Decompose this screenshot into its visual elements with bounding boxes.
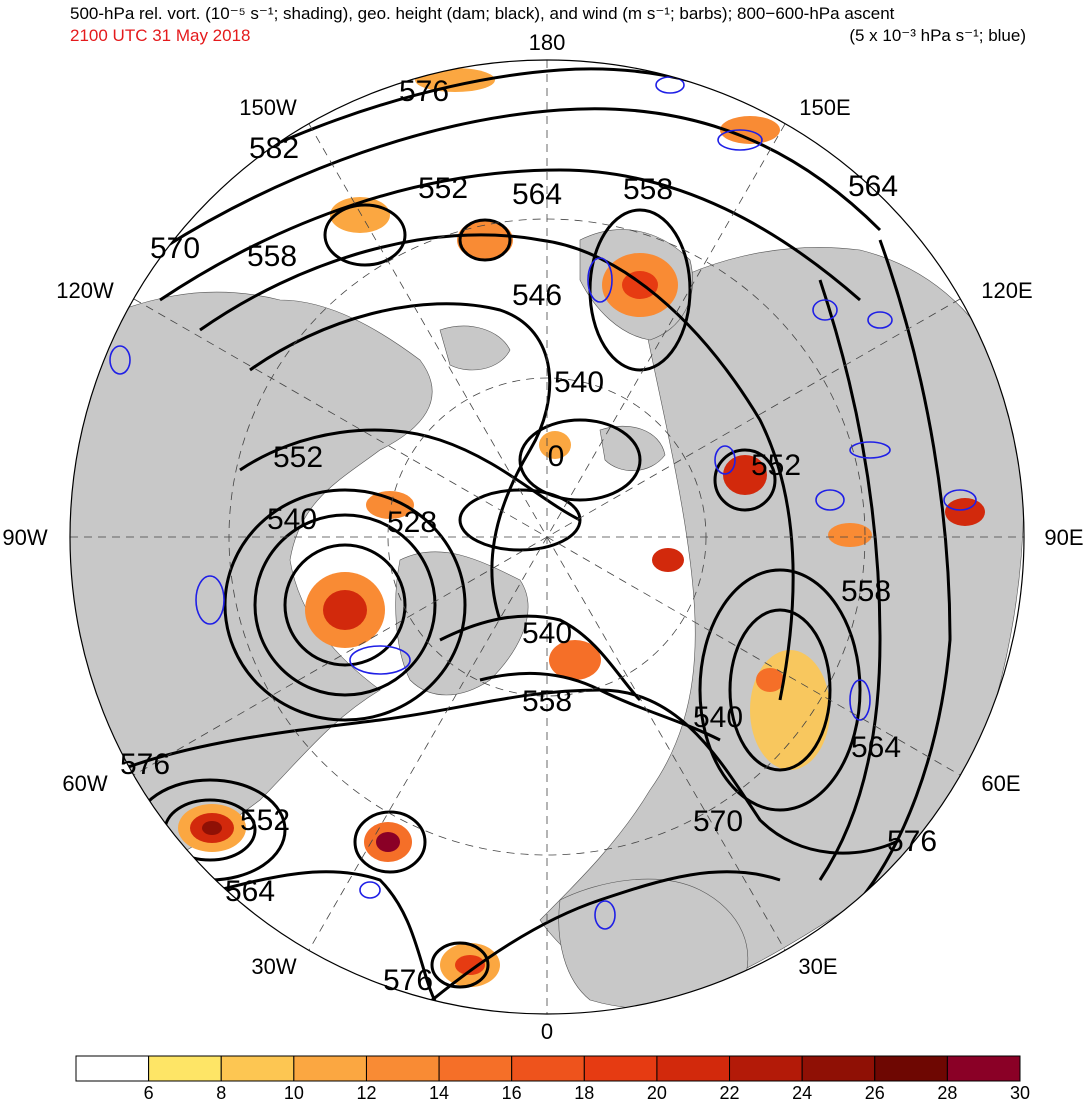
lon-label-60e: 60E [981,771,1021,796]
contour-label: 582 [249,132,299,165]
colorbar-swatch [365,1055,440,1082]
contour-label: 540 [693,701,743,734]
colorbar-swatch [511,1055,585,1082]
contour-label: 564 [225,875,275,908]
lon-label-150e: 150E [799,95,851,120]
contour-label: 558 [623,173,673,206]
colorbar-tick-label: 20 [646,1083,667,1103]
contour-label: 540 [267,503,317,536]
map-title: 500-hPa rel. vort. (10⁻⁵ s⁻¹; shading), … [70,4,895,23]
colorbar [75,1055,1021,1082]
colorbar-swatch [946,1055,1021,1082]
colorbar-tick-label: 16 [501,1083,522,1103]
colorbar-tick-label: 28 [937,1083,958,1103]
colorbar-swatch [801,1055,876,1082]
contour-label: 546 [512,279,562,312]
height-contours [119,67,952,1012]
lon-label-120e: 120E [981,278,1033,303]
colorbar-tick-label: 18 [574,1083,595,1103]
colorbar-tick-label: 8 [216,1083,227,1103]
colorbar-swatch [656,1055,731,1082]
colorbar-swatch [220,1055,295,1082]
colorbar-swatch [583,1055,658,1082]
contour-label: 564 [851,731,901,764]
lon-label-150w: 150W [239,95,297,120]
contour-label: 564 [848,170,898,203]
colorbar-tick-label: 24 [792,1083,813,1103]
contour-label: 558 [247,240,297,273]
ascent-contours [109,76,977,930]
colorbar-swatch [75,1055,150,1082]
colorbar-tick-label: 26 [864,1083,885,1103]
lon-label-90w: 90W [2,525,48,550]
colorbar-tick-label: 10 [283,1083,304,1103]
lon-label-120w: 120W [56,278,114,303]
contour-label: 552 [751,449,801,482]
contour-label: 540 [522,617,572,650]
contour-label: 576 [383,964,433,997]
map-boundary [69,59,1025,1015]
lon-label-90e: 90E [1044,525,1084,550]
contour-label: 570 [150,232,200,265]
contour-label: 528 [387,506,437,539]
contour-label: 576 [120,748,170,781]
colorbar-swatch [438,1055,513,1082]
lon-label-0: 0 [540,1019,554,1044]
lon-label-180: 180 [528,30,566,55]
colorbar-tick-label: 22 [719,1083,740,1103]
colorbar-tick-label: 30 [1009,1083,1031,1103]
land-masses [70,229,1024,1011]
colorbar-tick-label: 14 [429,1083,450,1103]
colorbar-swatch [729,1055,803,1082]
contour-label: 558 [841,575,891,608]
colorbar-tick-label: 6 [143,1083,154,1103]
contour-label: 570 [693,805,743,838]
contour-label: 552 [273,441,323,474]
lon-label-30w: 30W [251,954,297,979]
contour-label: 552 [418,172,468,205]
contour-label: 576 [399,75,449,108]
colorbar-tick-label: 12 [356,1083,377,1103]
colorbar-swatch [148,1055,222,1082]
ascent-units-note: (5 x 10⁻³ hPa s⁻¹; blue) [849,26,1026,45]
contour-label-group: 576 582 552 564 558 564 570 558 546 540 … [120,75,937,997]
contour-label: 540 [554,366,604,399]
lon-label-60w: 60W [62,771,108,796]
valid-time: 2100 UTC 31 May 2018 [70,26,251,45]
lon-label-30e: 30E [798,954,838,979]
contour-label: 0 [548,440,565,473]
contour-label: 576 [887,825,937,858]
colorbar-swatch [874,1055,948,1082]
contour-label: 564 [512,178,562,211]
colorbar-swatch [293,1055,367,1082]
contour-label: 552 [240,804,290,837]
contour-label: 558 [522,685,572,718]
graticule [70,60,1024,1014]
